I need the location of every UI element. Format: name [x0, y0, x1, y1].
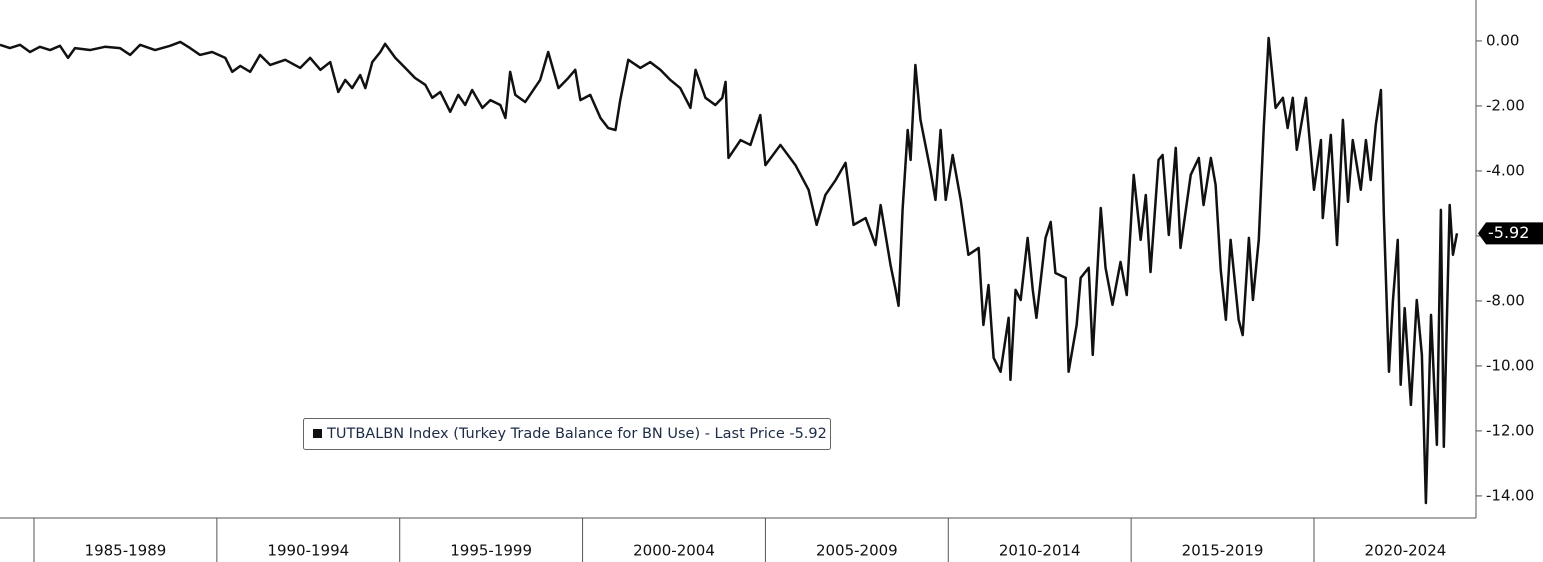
series-line — [0, 36, 1459, 505]
y-tick-label: -14.00 — [1486, 486, 1534, 504]
legend-box — [303, 418, 831, 450]
y-tick-label: -2.00 — [1486, 96, 1525, 114]
x-tick-label: 1985-1989 — [85, 542, 167, 560]
x-tick-label: 1995-1999 — [450, 542, 532, 560]
x-tick-label: 2010-2014 — [999, 542, 1081, 560]
x-tick-label: 2005-2009 — [816, 542, 898, 560]
x-tick-label: 2020-2024 — [1365, 542, 1447, 560]
last-price-marker — [1478, 222, 1543, 245]
last-price-label: -5.92 — [1488, 223, 1529, 242]
legend-swatch — [313, 429, 322, 438]
legend-label: TUTBALBN Index (Turkey Trade Balance for… — [326, 426, 827, 442]
x-tick-label: 2000-2004 — [633, 542, 715, 560]
x-tick-label: 1990-1994 — [267, 542, 349, 560]
x-tick-label: 2015-2019 — [1182, 542, 1264, 560]
y-tick-label: 0.00 — [1486, 31, 1519, 49]
y-tick-label: -12.00 — [1486, 421, 1534, 439]
y-tick-label: -4.00 — [1486, 161, 1525, 179]
y-tick-label: -8.00 — [1486, 291, 1525, 309]
y-tick-label: -10.00 — [1486, 356, 1534, 374]
